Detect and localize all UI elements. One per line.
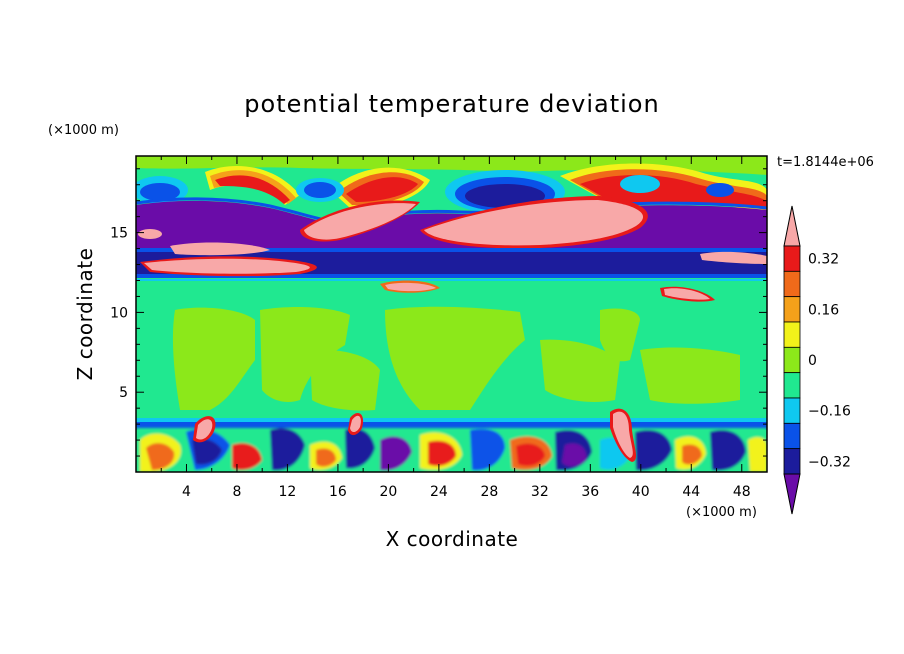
colorbar-segment [783,397,801,424]
x-tick-label: 24 [430,484,448,500]
x-ticks: 4 8 12 16 20 24 28 32 36 40 44 48 [160,156,751,500]
x-tick-label: 12 [279,484,297,500]
x-tick-label: 16 [329,484,347,500]
colorbar-label: 0 [808,353,817,369]
field-boundary-layer [136,428,767,472]
y-ticks: 5 10 15 [110,168,767,457]
x-tick-label: 28 [480,484,498,500]
y-tick-label: 15 [110,226,128,242]
time-label: t=1.8144e+06 [777,155,874,170]
x-tick-label: 40 [632,484,650,500]
field-pink-anomalies [138,196,648,249]
x-axis-unit: (×1000 m) [686,505,757,520]
contour-field [136,156,767,472]
plot-frame [135,155,768,473]
y-axis-unit: (×1000 m) [48,123,119,138]
field-mid-columns [172,306,740,411]
field-top-lightgreen [136,156,767,175]
x-tick-label: 44 [682,484,700,500]
x-tick-label: 36 [581,484,599,500]
field-purple-edge [136,197,767,225]
colorbar-label: 0.32 [808,252,839,268]
colorbar-bottom-triangle [783,473,801,515]
colorbar-label: −0.16 [808,404,851,420]
colorbar-segment [783,346,801,374]
colorbar-segment [783,448,801,475]
colorbar-segment [783,296,801,323]
colorbar-segment [783,372,801,399]
x-axis-label: X coordinate [386,527,519,551]
x-tick-label: 8 [232,484,241,500]
colorbar-label: −0.32 [808,454,851,470]
colorbar-label: 0.16 [808,302,839,318]
y-tick-label: 10 [110,305,128,321]
x-tick-label: 4 [182,484,191,500]
colorbar-top-triangle [783,205,801,247]
chart-title: potential temperature deviation [244,90,659,118]
colorbar: 0.32 0.16 0 −0.16 −0.32 [783,205,851,515]
colorbar-segment [783,270,801,298]
field-streaks [140,242,767,302]
colorbar-segment [783,245,801,272]
x-tick-label: 48 [733,484,751,500]
x-tick-label: 32 [531,484,549,500]
y-axis-label: Z coordinate [73,248,97,381]
y-tick-label: 5 [119,385,128,401]
field-lower-plumes [193,408,637,462]
colorbar-segment [783,321,801,348]
colorbar-segment [783,422,801,450]
x-tick-label: 20 [379,484,397,500]
